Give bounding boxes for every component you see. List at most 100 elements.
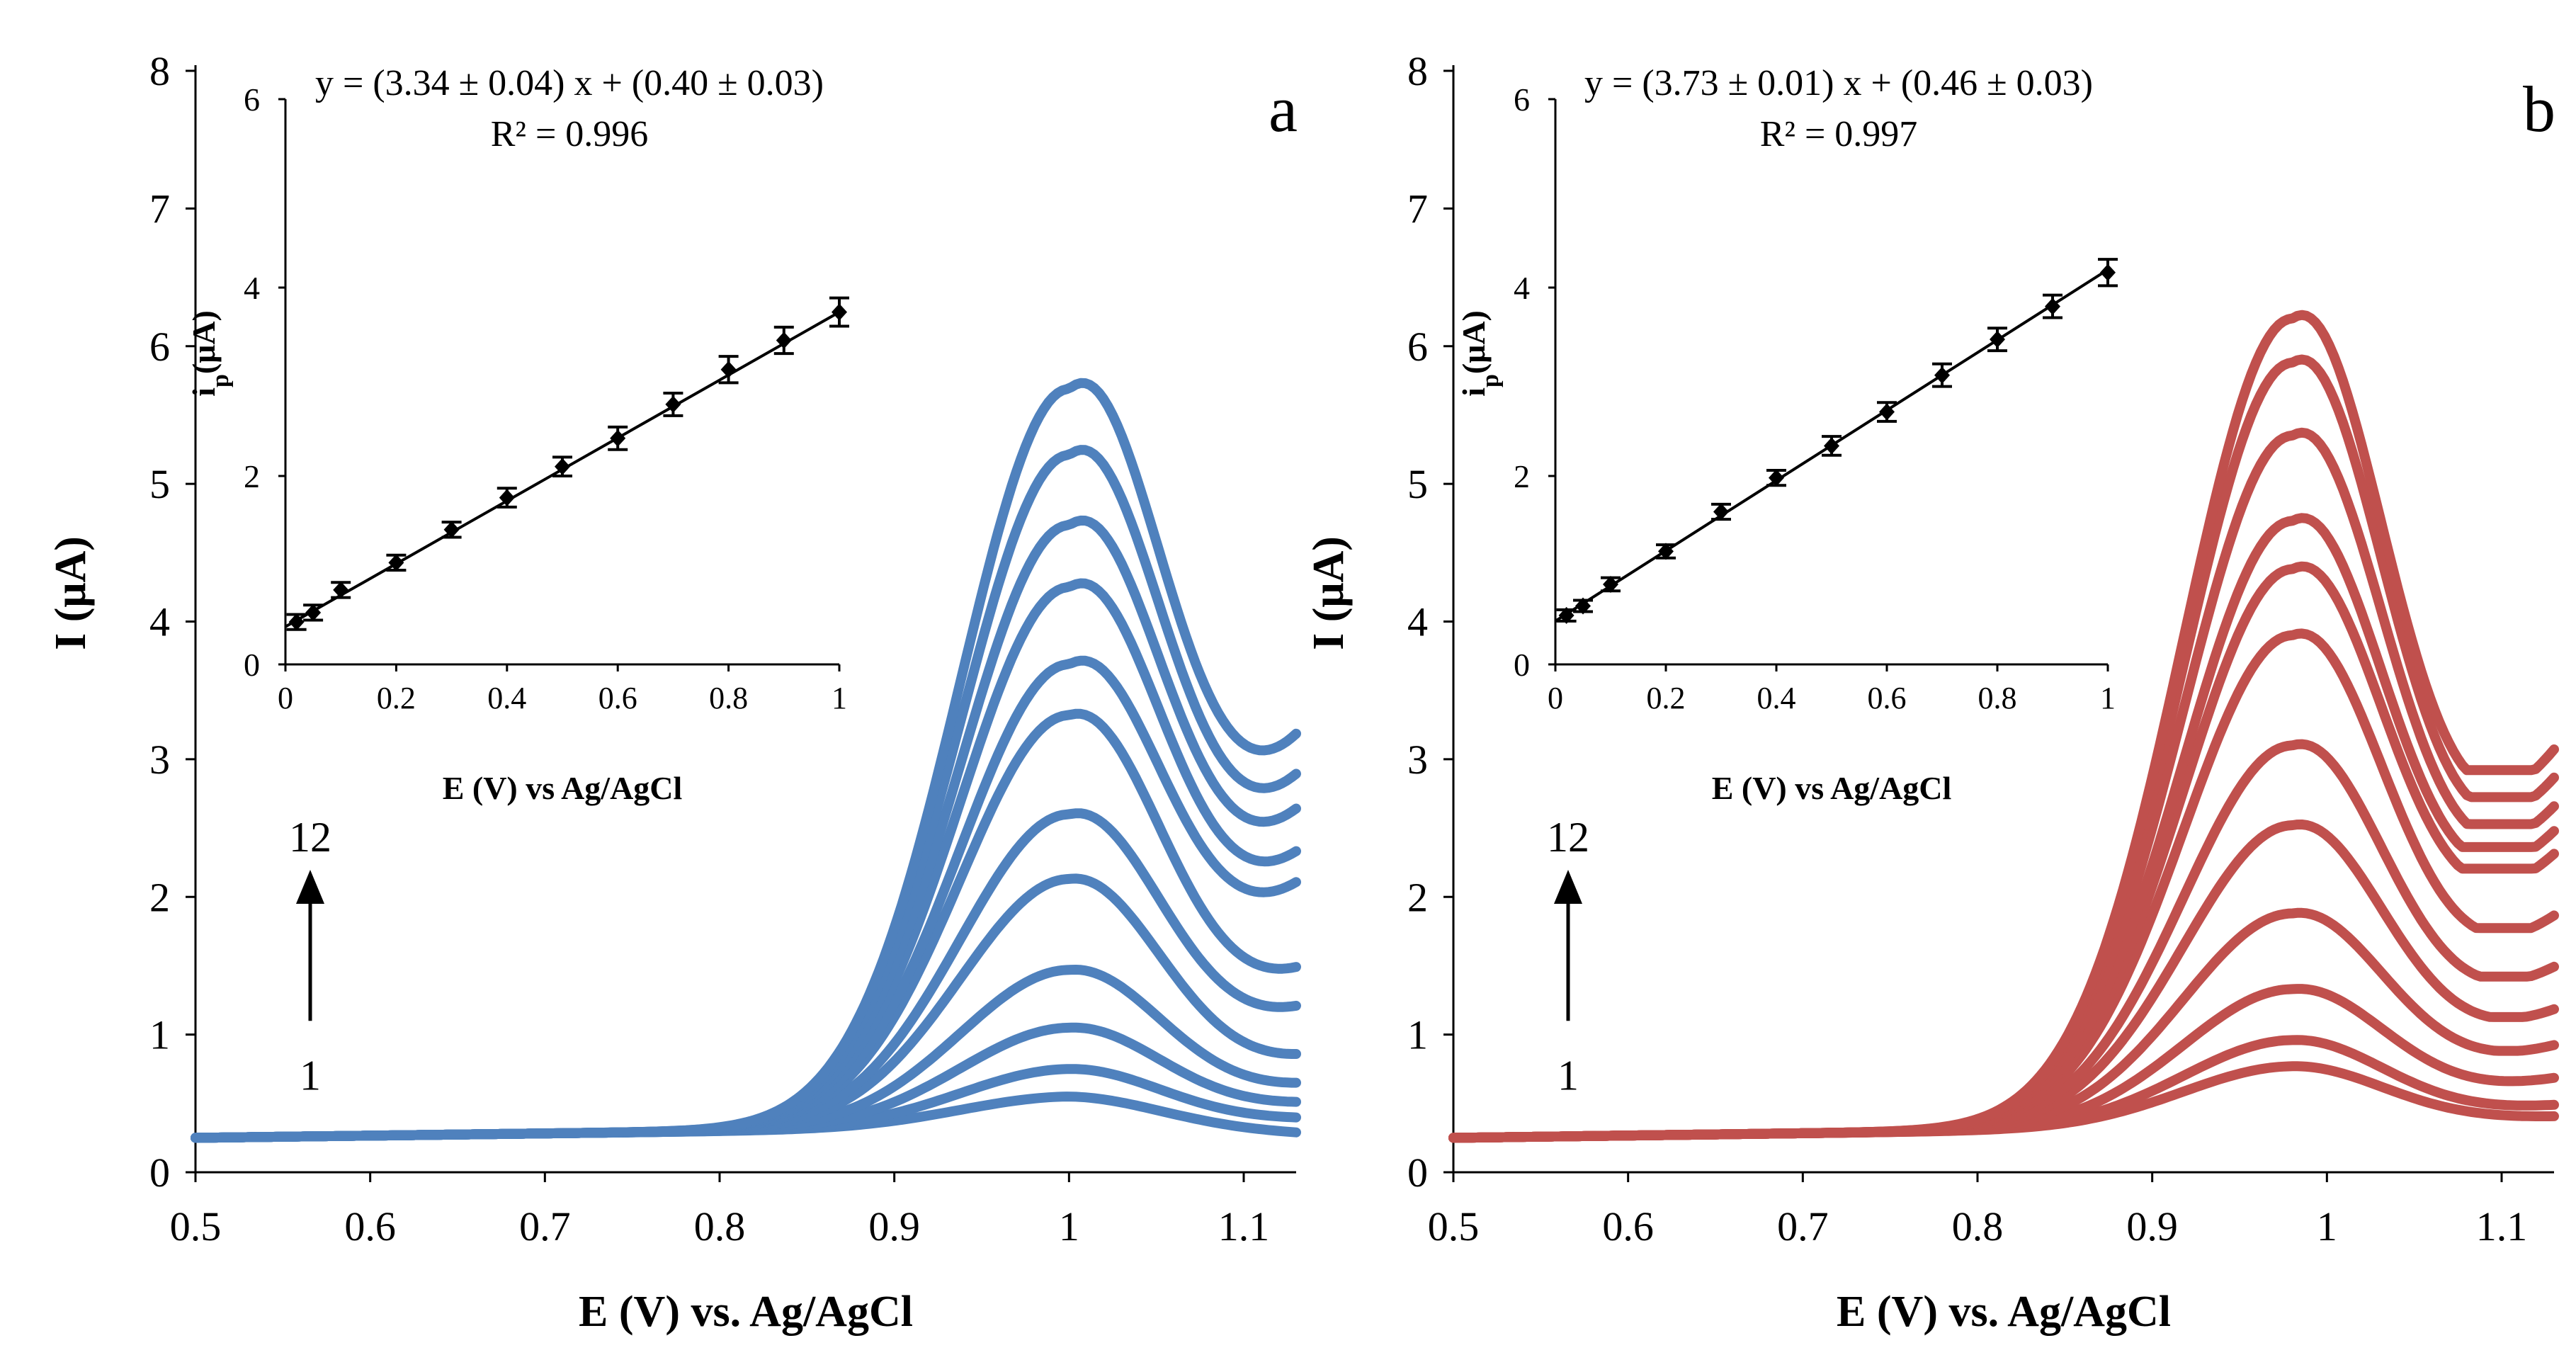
inset-x-tick-label: 0.8 (1978, 681, 2017, 715)
inset-y-axis-title-rest: (μA) (186, 310, 222, 374)
y-tick-label: 0 (149, 1150, 170, 1196)
x-tick-label: 0.6 (344, 1203, 396, 1249)
voltammogram-curve-7 (191, 708, 1301, 1143)
inset-x-tick-label: 1 (832, 681, 847, 715)
voltammogram-curve-4 (191, 965, 1301, 1143)
inset-data-point (720, 361, 737, 378)
x-tick-label: 0.5 (1428, 1203, 1480, 1249)
inset-x-axis-title: E (V) vs Ag/AgCl (1712, 770, 1952, 806)
y-tick-label: 0 (1407, 1150, 1428, 1196)
inset-y-tick-label: 0 (1514, 647, 1530, 683)
y-tick-label: 4 (149, 599, 170, 645)
y-tick-label: 5 (1407, 461, 1428, 507)
x-tick-label: 1.1 (2476, 1203, 2528, 1249)
inset-data-point (555, 458, 570, 475)
arrow-head (296, 869, 324, 904)
x-tick-label: 0.8 (1952, 1203, 2004, 1249)
inset-x-tick-label: 0.4 (1757, 681, 1796, 715)
inset-data-point (1558, 606, 1574, 624)
inset-background (236, 67, 875, 756)
inset-background (1506, 67, 2143, 756)
arrow-head (1554, 869, 1582, 904)
voltammogram-curve-12 (191, 378, 1301, 1143)
x-tick-label: 0.9 (868, 1203, 920, 1249)
inset-data-point (665, 395, 681, 413)
inset-y-axis-title: ip(μA) (1456, 310, 1504, 397)
inset-data-point (288, 613, 305, 631)
inset-y-axis-title-rest: (μA) (1456, 310, 1492, 374)
curves (191, 378, 1301, 1143)
inset-data-point (388, 554, 404, 572)
inset-data-point (1575, 597, 1591, 615)
voltammogram-curve-12 (1448, 310, 2559, 1143)
inset-data-point (1603, 575, 1618, 593)
y-tick-label: 4 (1407, 599, 1428, 645)
x-axis-title: E (V) vs. Ag/AgCl (1837, 1288, 2171, 1336)
inset-data-point (1658, 543, 1674, 560)
inset-r-squared: R² = 0.996 (491, 114, 649, 154)
inset-data-point (2100, 263, 2116, 281)
inset-chart: 0 2 4 6 0 0.2 0.4 0.6 0.8 1 E (V) vs Ag/AgCl ip(μA)… (1456, 63, 2143, 806)
y-tick-label: 7 (1407, 186, 1428, 232)
y-tick-label: 6 (1407, 324, 1428, 370)
inset-data-point (832, 303, 847, 321)
x-tick-label: 0.7 (1777, 1203, 1829, 1249)
inset-data-point (1990, 331, 2005, 348)
x-tick-label: 1.1 (1218, 1203, 1270, 1249)
y-tick-label: 5 (149, 461, 170, 507)
inset-y-tick-label: 4 (244, 270, 260, 306)
x-axis-title: E (V) vs. Ag/AgCl (579, 1288, 913, 1336)
x-tick-label: 0.6 (1602, 1203, 1654, 1249)
inset-x-tick-label: 1 (2100, 681, 2116, 715)
concentration-arrow: 12 1 (1547, 814, 1589, 1099)
voltammogram-curve-6 (191, 808, 1301, 1143)
x-tick-label: 1 (1059, 1203, 1079, 1249)
x-tick-label: 0.9 (2126, 1203, 2178, 1249)
inset-y-axis-title-main: i (186, 387, 222, 397)
inset-r-squared: R² = 0.997 (1760, 114, 1918, 154)
inset-data-point (1769, 469, 1784, 487)
arrow-label-start: 1 (1557, 1052, 1579, 1099)
inset-x-tick-label: 0.6 (598, 681, 637, 715)
y-axis-title: I (μA) (1305, 536, 1353, 650)
inset-data-point (305, 603, 322, 621)
inset-data-point (1713, 503, 1729, 521)
x-tick-label: 0.5 (170, 1203, 222, 1249)
y-tick-label: 3 (149, 737, 170, 783)
y-tick-label: 3 (1407, 737, 1428, 783)
y-tick-label: 1 (149, 1012, 170, 1058)
arrow-label-end: 12 (1547, 814, 1589, 861)
inset-data-point (1879, 403, 1895, 421)
inset-y-tick-label: 2 (1514, 458, 1530, 494)
y-tick-label: 1 (1407, 1012, 1428, 1058)
inset-y-axis-title-sub: p (208, 374, 234, 387)
inset-data-point (333, 581, 349, 599)
y-tick-label: 2 (149, 874, 170, 920)
inset-y-axis-title-sub: p (1477, 374, 1504, 387)
inset-data-point (1824, 437, 1839, 455)
voltammogram-curve-6 (1448, 739, 2559, 1143)
inset-x-tick-label: 0.6 (1868, 681, 1907, 715)
panel-label: a (1269, 73, 1298, 145)
inset-y-axis-title: ip(μA) (186, 310, 234, 397)
inset-y-tick-label: 4 (1514, 270, 1530, 306)
inset-y-tick-label: 0 (244, 647, 260, 683)
arrow-label-start: 1 (300, 1052, 321, 1099)
inset-data-point (443, 521, 460, 538)
inset-data-point (1934, 366, 1950, 384)
inset-x-tick-label: 0.2 (377, 681, 416, 715)
inset-y-tick-label: 6 (244, 81, 260, 118)
panel-label: b (2523, 73, 2555, 145)
x-tick-label: 0.7 (519, 1203, 571, 1249)
inset-x-tick-label: 0.4 (487, 681, 526, 715)
y-tick-label: 2 (1407, 874, 1428, 920)
x-tick-label: 0.8 (694, 1203, 746, 1249)
y-tick-label: 8 (149, 48, 170, 94)
inset-chart: 0 2 4 6 0 0.2 0.4 0.6 0.8 1 E (V) vs Ag/AgCl ip(μA)… (186, 63, 875, 806)
inset-y-tick-label: 2 (244, 458, 260, 494)
